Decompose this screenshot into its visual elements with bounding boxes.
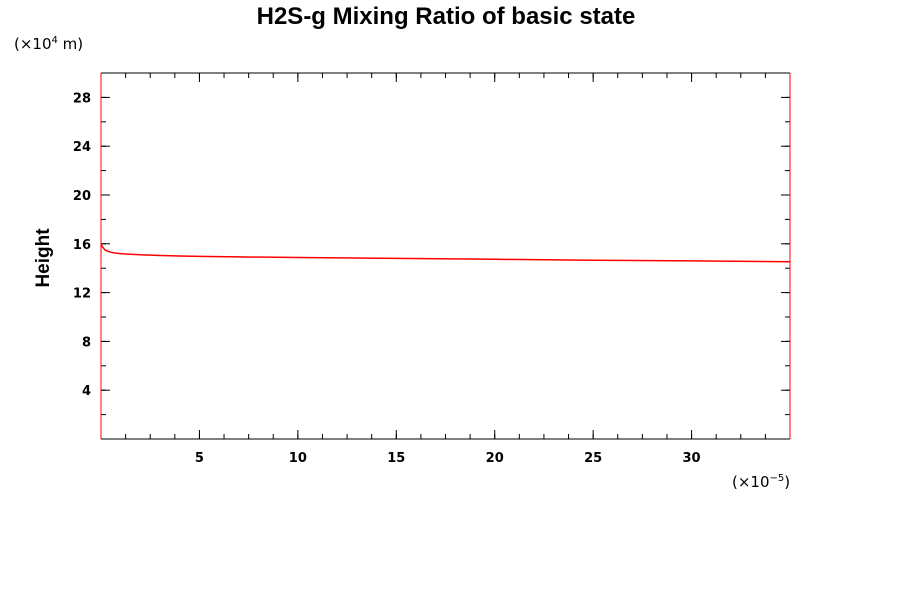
y-scale-exponent: 4 — [52, 35, 58, 46]
y-scale-prefix: (×10 — [14, 35, 52, 53]
y-scale-suffix: m) — [58, 35, 83, 53]
x-tick-label: 15 — [387, 451, 405, 466]
x-tick-label: 20 — [486, 451, 504, 466]
y-tick-label: 16 — [73, 238, 91, 253]
x-scale-suffix: ) — [784, 473, 790, 491]
x-scale-prefix: (×10 — [732, 473, 770, 491]
x-tick-label: 10 — [289, 451, 307, 466]
y-tick-label: 8 — [82, 335, 91, 350]
y-scale-note: (×104 m) — [14, 35, 83, 53]
y-tick-label: 12 — [73, 287, 91, 302]
plot-area — [100, 72, 791, 440]
y-tick-label: 24 — [73, 140, 91, 155]
y-tick-label: 28 — [73, 91, 91, 106]
axis-ticks: 5 10 15 20 25 30 4 8 12 16 20 24 28 — [73, 73, 790, 466]
x-scale-note: (×10−5) — [732, 473, 790, 491]
y-tick-label: 4 — [82, 384, 91, 399]
chart-title: H2S-g Mixing Ratio of basic state — [257, 3, 636, 30]
series-line — [100, 243, 791, 263]
y-tick-label: 20 — [73, 189, 91, 204]
x-tick-label: 25 — [584, 451, 602, 466]
x-tick-label: 30 — [683, 451, 701, 466]
x-scale-exponent: −5 — [770, 473, 785, 484]
y-axis-label: Height — [33, 228, 54, 288]
x-tick-label: 5 — [195, 451, 204, 466]
